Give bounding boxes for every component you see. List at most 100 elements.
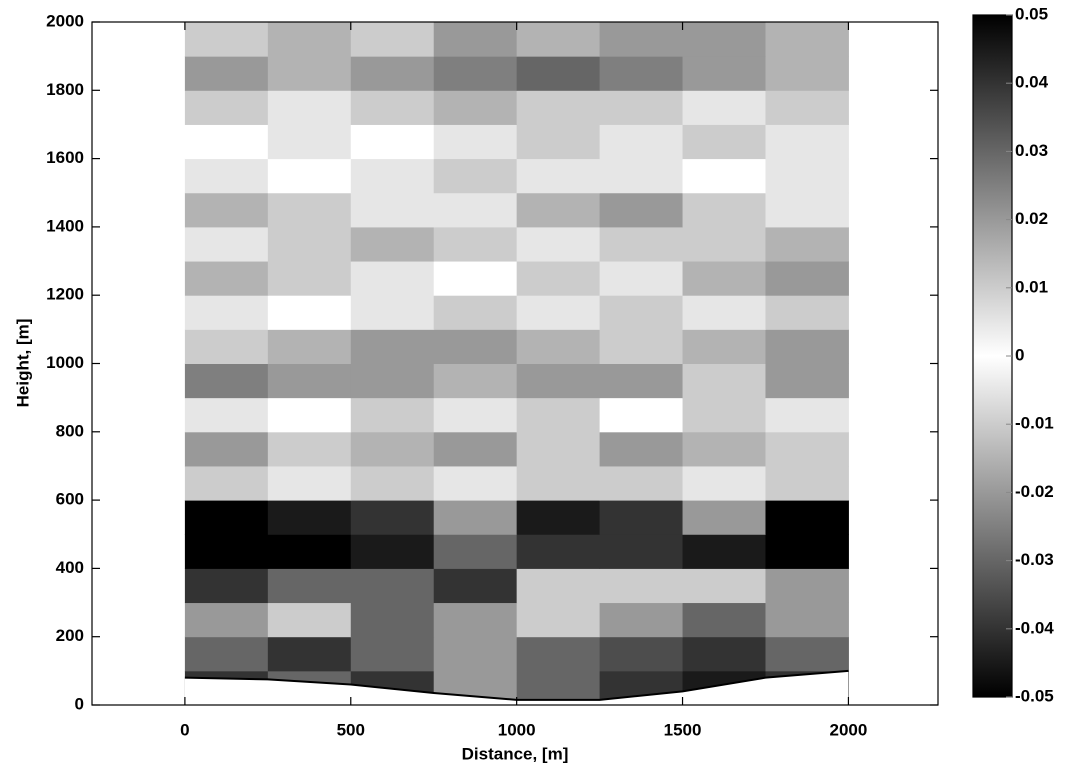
heatmap-cell [267, 500, 352, 535]
y-tick-label: 400 [56, 558, 84, 577]
heatmap-cell [267, 124, 352, 160]
colorbar-tick-label: -0.04 [1015, 618, 1054, 637]
heatmap-cell [599, 397, 684, 433]
x-tick-label: 0 [180, 720, 189, 739]
heatmap-cell [184, 90, 269, 125]
heatmap-cell [682, 22, 766, 57]
heatmap-cell [682, 90, 766, 125]
heatmap-cell [516, 22, 601, 57]
heatmap-cell [599, 602, 684, 638]
heatmap-cell [599, 568, 684, 604]
x-tick-label: 2000 [830, 720, 868, 739]
heatmap-cell [599, 500, 684, 535]
x-axis-label: Distance, [m] [462, 744, 569, 763]
heatmap-cell [765, 363, 849, 399]
y-tick-label: 2000 [46, 11, 84, 30]
heatmap-cell [350, 226, 435, 262]
heatmap-cell [184, 465, 269, 501]
heatmap-cell [765, 329, 849, 364]
heatmap-cell [350, 431, 435, 467]
heatmap-cell [765, 56, 849, 91]
heatmap-cell [682, 636, 766, 672]
heatmap-cell [350, 90, 435, 125]
heatmap-cell [267, 22, 352, 57]
heatmap-cell [516, 363, 601, 399]
heatmap-cell [350, 124, 435, 160]
heatmap-cell [433, 22, 518, 57]
heatmap-cell [682, 295, 766, 330]
heatmap-cell [267, 568, 352, 604]
colorbar [972, 14, 1013, 698]
heatmap-cell [516, 397, 601, 433]
heatmap-cell [516, 534, 601, 569]
heatmap-cell [350, 397, 435, 433]
heatmap-cell [267, 465, 352, 501]
heatmap-cell [184, 56, 269, 91]
heatmap-cell [267, 363, 352, 399]
heatmap-cell [184, 329, 269, 364]
heatmap-cell [184, 568, 269, 604]
heatmap-cell [350, 22, 435, 57]
heatmap-cell [599, 534, 684, 569]
heatmap-cell [516, 295, 601, 330]
heatmap-cell [765, 226, 849, 262]
y-tick-label: 1600 [46, 148, 84, 167]
heatmap-cell [599, 363, 684, 399]
heatmap-cell [516, 568, 601, 604]
heatmap-cell [350, 636, 435, 672]
heatmap-cell [516, 158, 601, 194]
heatmap-cell [433, 295, 518, 330]
heatmap-cell [433, 465, 518, 501]
heatmap-cell [267, 192, 352, 228]
heatmap-cell [765, 397, 849, 433]
heatmap-cell [350, 602, 435, 638]
heatmap-cell [765, 465, 849, 501]
y-axis-label: Height, [m] [13, 319, 32, 408]
colorbar-tick-label: 0 [1015, 345, 1024, 364]
heatmap-cell [433, 192, 518, 228]
heatmap-cell [765, 90, 849, 125]
heatmap-cell [682, 158, 766, 194]
heatmap-cell [350, 465, 435, 501]
heatmap-cell [599, 158, 684, 194]
heatmap-cell [350, 295, 435, 330]
heatmap-cell [765, 295, 849, 330]
heatmap-cell [433, 431, 518, 467]
heatmap-cell [516, 261, 601, 296]
heatmap-cell [599, 22, 684, 57]
heatmap-cell [433, 56, 518, 91]
heatmap-cell [350, 329, 435, 364]
heatmap-cell [267, 397, 352, 433]
heatmap-cell [599, 329, 684, 364]
y-tick-label: 1400 [46, 216, 84, 235]
heatmap-cell [682, 397, 766, 433]
heatmap-cell [765, 261, 849, 296]
heatmap-cell [433, 397, 518, 433]
heatmap-cell [765, 124, 849, 160]
heatmap-cell [267, 261, 352, 296]
heatmap-cell [433, 602, 518, 638]
heatmap-cell [184, 636, 269, 672]
heatmap-cell [682, 602, 766, 638]
heatmap-cell [184, 602, 269, 638]
heatmap-cell [350, 56, 435, 91]
heatmap-cell [599, 431, 684, 467]
heatmap-cell [682, 56, 766, 91]
heatmap-cell [433, 568, 518, 604]
heatmap-cell [682, 124, 766, 160]
heatmap-cell [599, 295, 684, 330]
y-tick-label: 200 [56, 626, 84, 645]
heatmap-cell [765, 602, 849, 638]
heatmap-cell [765, 192, 849, 228]
colorbar-tick-label: 0.05 [1015, 4, 1048, 23]
heatmap-cell [765, 636, 849, 672]
y-tick-label: 1000 [46, 353, 84, 372]
heatmap-cell [682, 465, 766, 501]
heatmap-cell [184, 500, 269, 535]
heatmap-cell [433, 124, 518, 160]
heatmap-cell [765, 158, 849, 194]
heatmap-cell [184, 363, 269, 399]
heatmap-cell [516, 192, 601, 228]
heatmap-cell [599, 124, 684, 160]
